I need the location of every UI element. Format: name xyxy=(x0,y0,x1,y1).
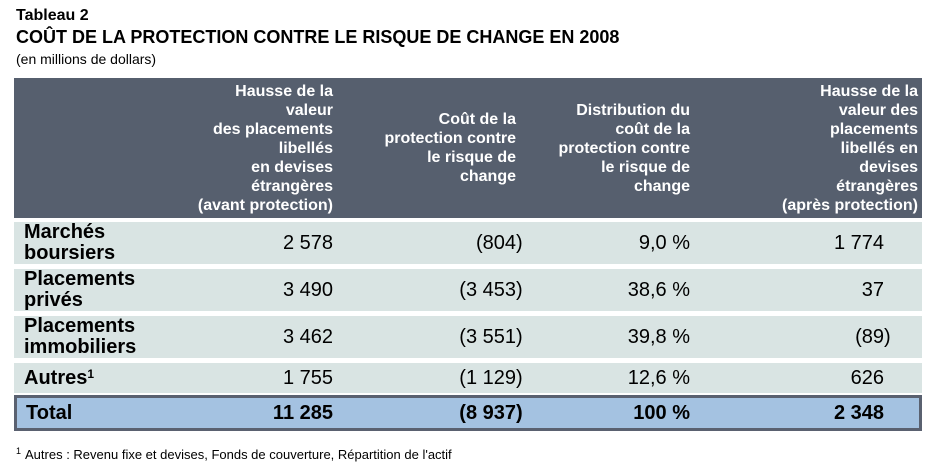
footnote-text: Autres : Revenu fixe et devises, Fonds d… xyxy=(25,447,452,462)
table-row: Marchés boursiers 2 578 (804) 9,0 % 1 774 xyxy=(14,222,922,264)
row-label: Total xyxy=(26,401,73,424)
footnote-reference: 1 xyxy=(87,366,95,381)
cell-avant-protection: 3 462 xyxy=(282,325,333,348)
footnote: 1 Autres : Revenu fixe et devises, Fonds … xyxy=(16,447,452,463)
cell-avant-protection: 11 285 xyxy=(272,401,333,424)
cell-avant-protection: 2 578 xyxy=(282,231,333,254)
column-header-avant-protection: Hausse de la valeur des placements libel… xyxy=(197,82,333,214)
table-label: Tableau 2 xyxy=(16,7,89,24)
cell-distribution-cout: 100 % xyxy=(633,401,690,424)
cell-cout-protection: (3 551) xyxy=(459,325,523,348)
cell-apres-protection: 37 xyxy=(861,278,884,301)
table-row: Placements immobiliers 3 462 (3 551) 39,8 %… xyxy=(14,316,922,358)
cell-avant-protection: 1 755 xyxy=(282,366,333,389)
cell-cout-protection: (3 453) xyxy=(459,278,523,301)
column-header-row-label xyxy=(14,78,196,218)
cell-apres-protection: 626 xyxy=(850,366,884,389)
title-block: Tableau 2 COÛT DE LA PROTECTION CONTRE L… xyxy=(16,7,619,67)
row-label: Autres1 xyxy=(24,366,95,389)
cell-apres-protection: 2 348 xyxy=(833,401,884,424)
column-header-distribution-cout: Distribution du coût de la protection co… xyxy=(558,101,690,195)
page-subtitle: (en millions de dollars) xyxy=(16,51,157,67)
row-label: Placements privés xyxy=(24,268,136,311)
column-header-apres-protection: Hausse de la valeur des placements libel… xyxy=(781,82,918,214)
table-total-row: Total 11 285 (8 937) 100 % 2 348 xyxy=(14,395,922,431)
column-header-cout-protection: Coût de la protection contre le risque d… xyxy=(384,111,516,185)
cell-distribution-cout: 12,6 % xyxy=(627,366,690,389)
table-row: Autres1 1 755 (1 129) 12,6 % 626 xyxy=(14,363,922,393)
row-label: Placements immobiliers xyxy=(24,315,137,358)
cell-apres-protection: (89) xyxy=(855,325,891,348)
cell-distribution-cout: 38,6 % xyxy=(627,278,690,301)
cell-cout-protection: (1 129) xyxy=(459,366,523,389)
cell-apres-protection: 1 774 xyxy=(833,231,884,254)
cell-distribution-cout: 39,8 % xyxy=(627,325,690,348)
cell-cout-protection: (804) xyxy=(475,231,523,254)
table-row: Placements privés 3 490 (3 453) 38,6 % 37 xyxy=(14,269,922,311)
page-title: COÛT DE LA PROTECTION CONTRE LE RISQUE D… xyxy=(16,27,620,47)
cell-distribution-cout: 9,0 % xyxy=(638,231,690,254)
cell-cout-protection: (8 937) xyxy=(459,401,523,424)
table-header-row: Hausse de la valeur des placements libel… xyxy=(14,78,922,218)
footnote-marker: 1 xyxy=(16,446,22,456)
row-label: Marchés boursiers xyxy=(24,221,116,264)
cell-avant-protection: 3 490 xyxy=(282,278,333,301)
data-table: Hausse de la valeur des placements libel… xyxy=(14,78,922,431)
